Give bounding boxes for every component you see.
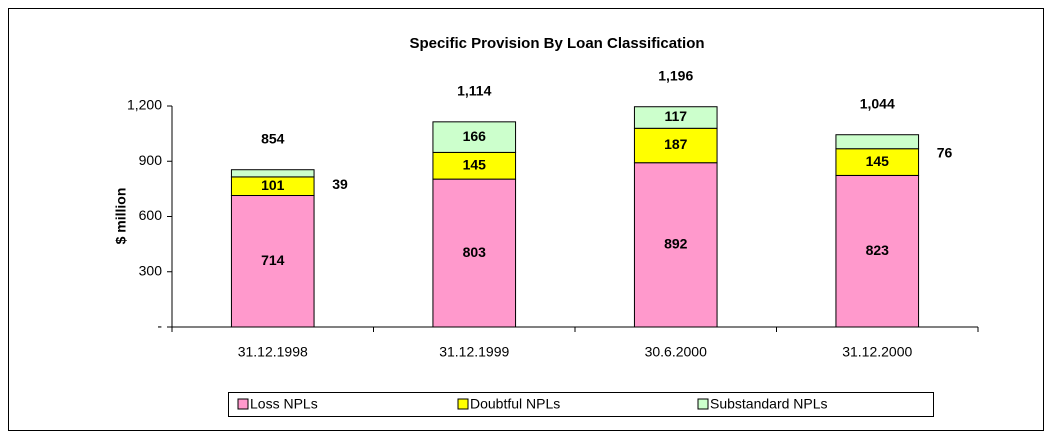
value-label: 76	[937, 144, 953, 160]
value-label: 892	[664, 236, 688, 252]
x-tick-label: 31.12.2000	[842, 344, 912, 360]
legend-label: Substandard NPLs	[710, 396, 828, 412]
value-label: 166	[463, 128, 487, 144]
value-label: 803	[463, 244, 487, 260]
bar-segment	[633, 162, 718, 328]
legend-label: Loss NPLs	[250, 396, 318, 412]
value-label: 823	[866, 242, 890, 258]
y-axis-label: $ million	[113, 188, 129, 245]
value-label: 39	[332, 176, 348, 192]
legend-label: Doubtful NPLs	[470, 396, 560, 412]
total-label: 1,196	[658, 67, 693, 83]
y-tick-label: 1,200	[127, 97, 162, 113]
x-tick-label: 30.6.2000	[645, 344, 707, 360]
total-label: 854	[261, 130, 285, 146]
bar-segment	[835, 174, 920, 328]
total-label: 1,114	[457, 83, 491, 99]
value-label: 117	[664, 108, 687, 124]
bar-segment	[835, 134, 920, 150]
legend-swatch	[237, 398, 249, 410]
y-tick-label: -	[157, 318, 162, 334]
y-tick-label: 300	[139, 262, 163, 278]
bar-segment	[432, 151, 517, 180]
y-tick-label: 600	[139, 207, 163, 223]
bar-segment	[633, 106, 718, 129]
x-tick-label: 31.12.1998	[238, 344, 308, 360]
x-tick-label: 31.12.1999	[439, 344, 509, 360]
chart-title: Specific Provision By Loan Classificatio…	[409, 35, 704, 52]
value-label: 187	[664, 136, 688, 152]
legend-swatch	[457, 398, 469, 410]
bar-segment	[230, 195, 315, 328]
bar-segment	[432, 121, 517, 153]
legend	[228, 392, 934, 417]
value-label: 145	[866, 153, 890, 169]
y-tick-label: 900	[139, 152, 163, 168]
value-label: 145	[463, 156, 487, 172]
bar-segment	[432, 178, 517, 328]
legend-swatch	[697, 398, 709, 410]
value-label: 714	[261, 252, 285, 268]
total-label: 1,044	[860, 95, 895, 111]
bar-segment	[835, 148, 920, 176]
value-label: 101	[261, 177, 285, 193]
bar-segment	[230, 169, 315, 178]
